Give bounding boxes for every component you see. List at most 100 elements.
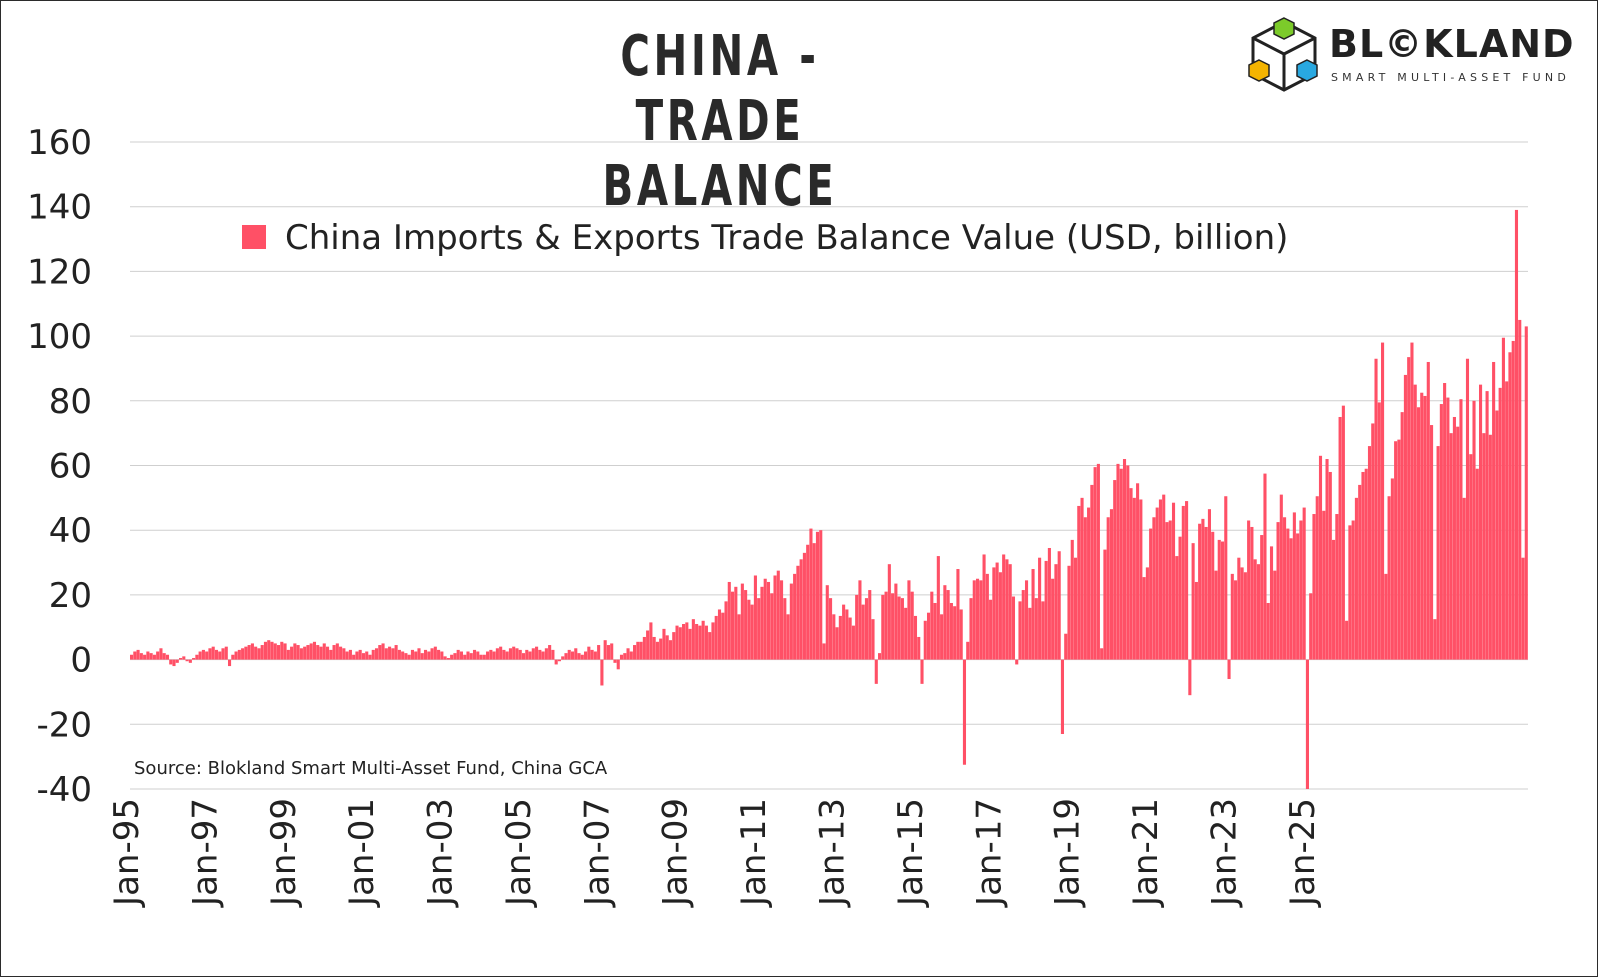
bar	[989, 599, 993, 660]
bar	[1256, 564, 1260, 660]
bar	[1338, 416, 1342, 660]
bar	[633, 645, 637, 660]
bar	[691, 619, 695, 660]
bar	[704, 625, 708, 660]
bar	[822, 643, 826, 660]
bar	[254, 646, 258, 660]
logo: BL©KLAND SMART MULTI-ASSET FUND	[1245, 16, 1585, 96]
bar	[1501, 337, 1505, 660]
bar	[437, 649, 441, 660]
bar	[923, 620, 927, 660]
bar	[195, 654, 199, 660]
bar	[1106, 517, 1110, 660]
bar	[257, 648, 261, 660]
bar	[842, 604, 846, 660]
bar	[182, 656, 186, 660]
bar	[1459, 399, 1463, 660]
bar	[1234, 580, 1238, 660]
bar	[1348, 525, 1352, 660]
bar	[1420, 392, 1424, 660]
bar	[1047, 547, 1051, 660]
bar	[1038, 557, 1042, 660]
bar	[443, 656, 447, 660]
bar	[874, 659, 878, 684]
bar	[695, 624, 699, 660]
bar	[1498, 387, 1502, 660]
bar	[521, 653, 526, 660]
x-tick-label: Jan-17	[969, 798, 1009, 908]
bar	[574, 648, 578, 660]
bar	[1096, 463, 1100, 660]
bar	[829, 598, 833, 660]
bar	[721, 612, 725, 660]
bar	[201, 649, 205, 660]
logo-subtitle: SMART MULTI-ASSET FUND	[1331, 71, 1571, 84]
bar	[668, 640, 673, 660]
bar	[329, 649, 333, 660]
bar	[812, 543, 816, 660]
bar	[1031, 569, 1035, 660]
bar	[378, 645, 382, 660]
bar	[1132, 497, 1136, 660]
bar	[613, 659, 617, 663]
bar	[143, 654, 147, 660]
bar	[946, 590, 950, 660]
bar	[770, 593, 774, 660]
y-tick-label: 120	[27, 252, 92, 292]
bar	[1341, 405, 1345, 660]
bar	[548, 645, 552, 660]
bar	[339, 646, 343, 660]
bar	[401, 651, 405, 660]
bar	[845, 609, 849, 660]
bar	[505, 651, 509, 660]
x-tick-label: Jan-23	[1205, 798, 1245, 908]
bar	[280, 641, 284, 660]
bar	[1113, 480, 1117, 660]
bar	[446, 657, 450, 660]
bar	[587, 646, 591, 660]
bar	[394, 645, 398, 660]
bar	[214, 649, 219, 660]
bar	[152, 654, 156, 660]
source-note: Source: Blokland Smart Multi-Asset Fund,…	[134, 758, 608, 779]
bar	[466, 651, 470, 660]
bar	[1051, 578, 1055, 660]
bar	[1142, 577, 1146, 660]
bar	[1449, 433, 1453, 660]
bar	[427, 651, 431, 660]
bar	[499, 646, 503, 660]
x-tick-label: Jan-11	[734, 798, 774, 908]
bar	[1194, 581, 1198, 660]
bar	[557, 659, 561, 662]
bar	[342, 648, 346, 660]
bar	[708, 632, 712, 660]
bar	[793, 573, 797, 660]
bar	[969, 598, 973, 660]
bar	[1479, 384, 1483, 660]
legend-label: China Imports & Exports Trade Balance Va…	[285, 218, 1288, 258]
bar	[783, 598, 787, 660]
bar	[1011, 596, 1016, 660]
bar	[940, 614, 944, 660]
bar	[907, 580, 911, 660]
x-tick-label: Jan-07	[577, 798, 617, 908]
bar	[293, 643, 297, 660]
bar	[162, 653, 166, 660]
bar	[943, 585, 947, 660]
bar	[1269, 546, 1274, 660]
bar	[678, 627, 682, 660]
bar	[900, 598, 904, 660]
bar	[1305, 659, 1309, 789]
bar	[440, 651, 444, 660]
bar	[1492, 361, 1496, 660]
bar	[414, 651, 418, 660]
bar	[1345, 620, 1349, 660]
bar	[205, 651, 209, 660]
bar	[577, 653, 581, 660]
bar	[146, 651, 150, 660]
bar	[1185, 501, 1189, 660]
bar	[476, 651, 480, 660]
bar	[662, 628, 666, 660]
bar	[1168, 520, 1172, 660]
